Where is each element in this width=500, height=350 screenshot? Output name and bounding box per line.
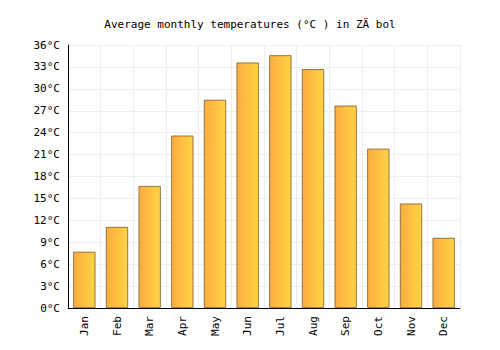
svg-text:Apr: Apr	[176, 316, 189, 336]
svg-text:24°C: 24°C	[34, 126, 61, 139]
svg-text:Feb: Feb	[111, 316, 124, 336]
svg-text:18°C: 18°C	[34, 170, 61, 183]
svg-text:3°C: 3°C	[40, 280, 60, 293]
svg-text:27°C: 27°C	[34, 104, 61, 117]
svg-text:Aug: Aug	[307, 316, 320, 336]
svg-text:33°C: 33°C	[34, 60, 61, 73]
svg-text:Mar: Mar	[143, 316, 156, 336]
svg-text:15°C: 15°C	[34, 192, 61, 205]
svg-text:Average monthly temperatures (: Average monthly temperatures (°C ) in ZÄ…	[104, 18, 395, 31]
svg-text:0°C: 0°C	[40, 302, 60, 315]
svg-text:12°C: 12°C	[34, 214, 61, 227]
svg-text:6°C: 6°C	[40, 258, 60, 271]
svg-text:Jun: Jun	[241, 316, 254, 336]
svg-text:9°C: 9°C	[40, 236, 60, 249]
svg-text:May: May	[209, 316, 222, 336]
svg-text:Sep: Sep	[339, 316, 352, 336]
svg-text:30°C: 30°C	[34, 82, 61, 95]
svg-text:Jan: Jan	[78, 316, 91, 336]
svg-text:Nov: Nov	[405, 316, 418, 336]
svg-text:Jul: Jul	[274, 316, 287, 336]
svg-text:Dec: Dec	[437, 316, 450, 336]
svg-text:21°C: 21°C	[34, 148, 61, 161]
svg-text:Oct: Oct	[372, 316, 385, 336]
svg-text:36°C: 36°C	[34, 39, 61, 52]
